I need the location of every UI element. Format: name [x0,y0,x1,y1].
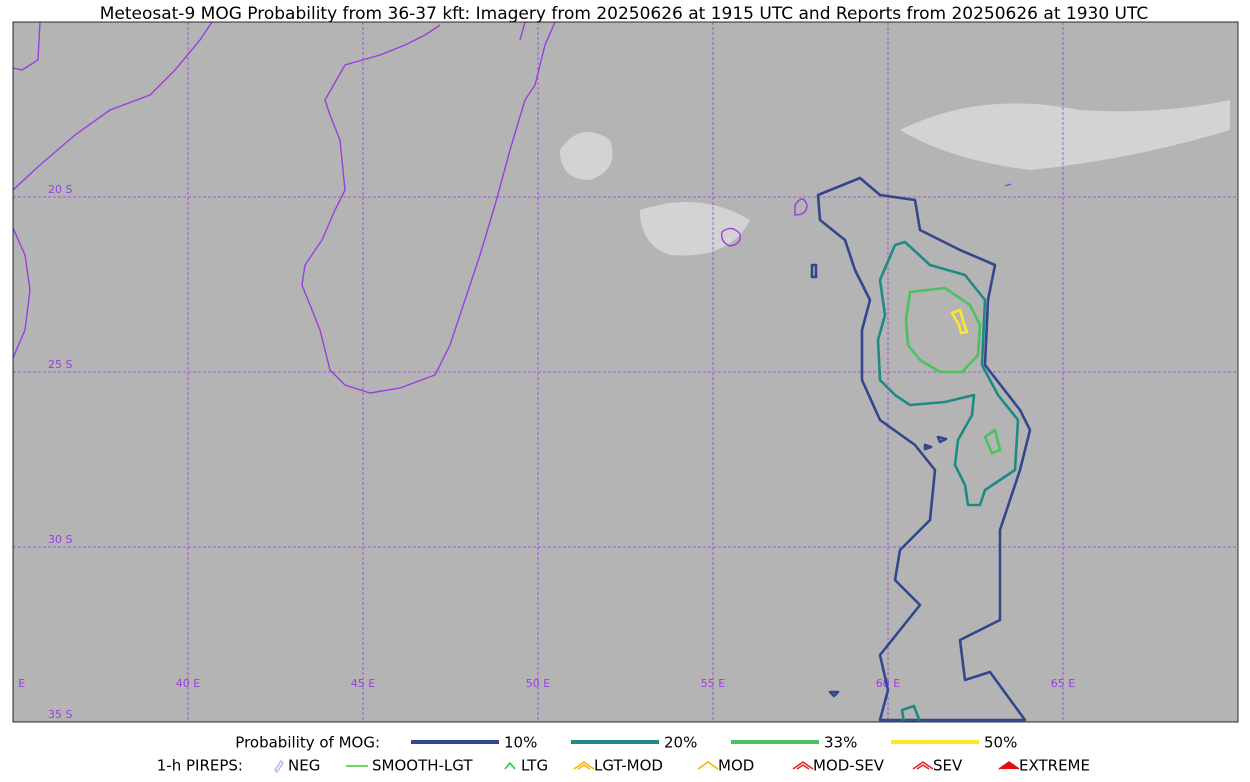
legend-label: LTG [521,757,548,775]
title: Meteosat-9 MOG Probability from 36-37 kf… [100,4,1149,24]
longitude-label: 65 E [1051,677,1075,690]
legend-heading: 1-h PIREPS: [157,757,243,775]
pirep-symbol [792,761,814,770]
legend-label: MOD-SEV [813,757,885,775]
pirep-symbol [697,761,719,770]
longitude-label: 40 E [176,677,200,690]
madagascar-coastline [301,22,556,394]
longitude-label: 55 E [701,677,725,690]
legend-label: SEV [933,757,963,775]
probability-contour [810,176,1032,722]
legend-label: NEG [288,757,320,775]
legend-label: 50% [984,734,1017,752]
pirep-symbol [573,761,595,770]
probability-contour [876,240,1020,722]
pirep-symbol [998,761,1020,770]
longitude-label: 35 E [1,677,25,690]
legend-label: EXTREME [1019,757,1090,775]
map-area: 35 E 40 E 45 E 50 E 55 E 60 E 65 E 20 S 25 S 30 S… [1,22,1238,722]
probability-contour [904,286,1002,455]
legend: Probability of MOG: 10% 20% 33% 50% 1-h PIREP… [157,734,1090,775]
legend-label: SMOOTH-LGT [372,757,473,775]
probability-contour [950,308,969,335]
pirep-symbol [274,759,284,774]
longitude-label: 45 E [351,677,375,690]
legend-label: 10% [504,734,537,752]
legend-label: MOD [718,757,754,775]
longitude-label: 50 E [526,677,550,690]
latitude-label: 20 S [48,183,72,196]
africa-coastline [13,22,213,359]
legend-label: 33% [824,734,857,752]
legend-label: 20% [664,734,697,752]
legend-heading: Probability of MOG: [235,734,380,752]
longitude-label: 60 E [876,677,900,690]
pirep-symbol [912,761,934,770]
latitude-label: 25 S [48,358,72,371]
legend-label: LGT-MOD [594,757,663,775]
map-frame [12,21,1239,723]
cloud-features [560,100,1230,256]
graticule: 35 E 40 E 45 E 50 E 55 E 60 E 65 E 20 S 25 S 30 S… [1,22,1238,722]
latitude-label: 30 S [48,533,72,546]
latitude-label: 35 S [48,708,72,721]
pirep-symbol [504,761,516,770]
island-coastlines [519,22,1012,247]
